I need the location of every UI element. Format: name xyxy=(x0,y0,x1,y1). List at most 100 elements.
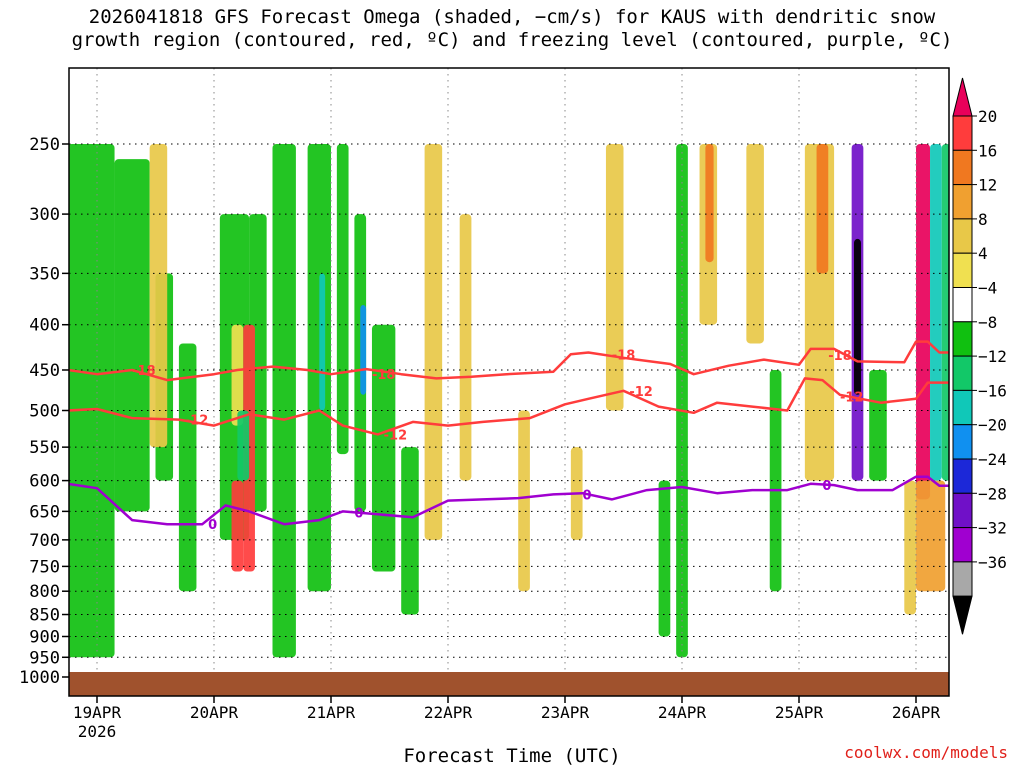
colorbar-label: −4 xyxy=(978,279,997,298)
omega-shade-region xyxy=(360,304,367,395)
colorbar-swatch xyxy=(952,492,973,529)
y-tick-label: 900 xyxy=(29,627,60,647)
colorbar-swatch xyxy=(952,149,973,186)
colorbar-swatch xyxy=(952,458,973,494)
terrain-band xyxy=(69,672,949,696)
omega-shade-region xyxy=(518,410,530,592)
colorbar-label: −28 xyxy=(978,484,1007,503)
colorbar-label: −16 xyxy=(978,381,1007,400)
y-tick-label: 750 xyxy=(29,557,60,577)
colorbar-top-arrow xyxy=(952,77,973,117)
colorbar-swatch xyxy=(952,527,973,563)
omega-shade-region xyxy=(904,480,916,615)
x-tick-label: 20APR xyxy=(190,703,239,722)
x-tick-label: 23APR xyxy=(541,703,590,722)
omega-shade-region xyxy=(853,238,862,395)
colorbar-swatch xyxy=(952,287,973,323)
colorbar-swatch xyxy=(952,115,973,151)
contour-label: -18 xyxy=(132,364,156,379)
contour-label: -18 xyxy=(828,349,852,364)
x-tick-sublabel: 2026 xyxy=(78,722,117,741)
omega-shade-region xyxy=(272,144,296,658)
colorbar-label: −36 xyxy=(978,553,1007,572)
colorbar-swatch xyxy=(952,424,973,460)
y-tick-label: 850 xyxy=(29,606,60,626)
y-tick-label: 400 xyxy=(29,316,60,336)
x-tick-label: 24APR xyxy=(658,703,707,722)
y-tick-label: 550 xyxy=(29,438,60,458)
y-tick-label: 600 xyxy=(29,472,60,492)
contour-label: 0 xyxy=(822,479,831,494)
x-tick-label: 21APR xyxy=(307,703,356,722)
omega-shade-region xyxy=(605,144,624,411)
colorbar-label: 8 xyxy=(978,210,988,229)
omega-shade-region xyxy=(869,369,887,481)
omega-shade-region xyxy=(371,324,396,572)
contour-line xyxy=(69,475,949,526)
contour-label: -12 xyxy=(840,390,864,405)
colorbar-label: 20 xyxy=(978,107,997,126)
omega-shade-region xyxy=(319,273,326,411)
omega-shade-region xyxy=(816,144,829,274)
colorbar-label: 12 xyxy=(978,176,997,195)
colorbar-swatch xyxy=(952,389,973,426)
omega-shade-region xyxy=(114,159,150,512)
contour-line xyxy=(69,377,949,436)
y-tick-label: 450 xyxy=(29,361,60,381)
colorbar-label: −32 xyxy=(978,519,1007,538)
colorbar-swatch xyxy=(952,252,973,288)
omega-shade-region xyxy=(916,144,931,500)
contour-label: -12 xyxy=(384,428,408,443)
y-tick-label: 300 xyxy=(29,205,60,225)
omega-shade-region xyxy=(231,324,244,426)
plot-frame xyxy=(68,67,950,697)
omega-shade-region xyxy=(705,144,714,263)
colorbar-bottom-arrow xyxy=(952,595,973,635)
colorbar-swatch xyxy=(952,184,973,220)
omega-shade-region xyxy=(658,480,671,637)
omega-shade-region xyxy=(149,144,168,448)
x-tick-label: 19APR xyxy=(73,703,122,722)
y-tick-label: 350 xyxy=(29,264,60,284)
x-tick-label: 22APR xyxy=(424,703,473,722)
y-tick-label: 1000 xyxy=(19,668,60,688)
x-tick-label: 26APR xyxy=(892,703,941,722)
omega-shade-region xyxy=(916,480,946,592)
contour-label: 0 xyxy=(354,507,363,522)
contour-lines: -18 -18 -18 -18 -12 -12 -12 -12 0 0 0 0 xyxy=(69,340,949,533)
omega-shade-region xyxy=(930,144,942,481)
y-tick-label: 700 xyxy=(29,531,60,551)
y-tick-label: 800 xyxy=(29,582,60,602)
y-tick-label: 950 xyxy=(29,648,60,668)
omega-shade-region xyxy=(746,144,764,344)
omega-shade-region xyxy=(769,369,782,592)
colorbar-swatch xyxy=(952,218,973,254)
contour-label: 0 xyxy=(208,518,217,533)
omega-shade-region xyxy=(941,144,949,481)
omega-shade-region xyxy=(401,447,419,615)
title-line-1: 2026041818 GFS Forecast Omega (shaded, −… xyxy=(88,6,936,28)
colorbar-swatch xyxy=(952,321,973,357)
title-line-2: growth region (contoured, red, ºC) and f… xyxy=(71,29,953,51)
omega-shade-region xyxy=(459,214,472,481)
omega-shade-region xyxy=(424,144,443,540)
contour-label: -12 xyxy=(629,385,653,400)
chart-title: 2026041818 GFS Forecast Omega (shaded, −… xyxy=(0,6,1024,52)
x-axis-title: Forecast Time (UTC) xyxy=(403,745,621,767)
omega-shade-region xyxy=(178,343,197,592)
grid-lines xyxy=(69,68,949,696)
omega-shade-region xyxy=(231,480,244,572)
y-tick-label: 650 xyxy=(29,502,60,522)
colorbar-label: 4 xyxy=(978,244,988,263)
credit-link[interactable]: coolwx.com/models xyxy=(844,743,1008,762)
colorbar-label: 16 xyxy=(978,141,997,160)
omega-shade-region xyxy=(69,144,115,658)
colorbar-swatch xyxy=(952,355,973,391)
colorbar: 20 16 12 8 4 −4 −8 −12 −16 −20 −24 −28 −32 −36 xyxy=(952,77,1007,635)
terrain-ground xyxy=(69,672,949,696)
contour-label: -12 xyxy=(185,414,209,429)
x-tick-label: 25APR xyxy=(775,703,824,722)
colorbar-label: −20 xyxy=(978,416,1007,435)
